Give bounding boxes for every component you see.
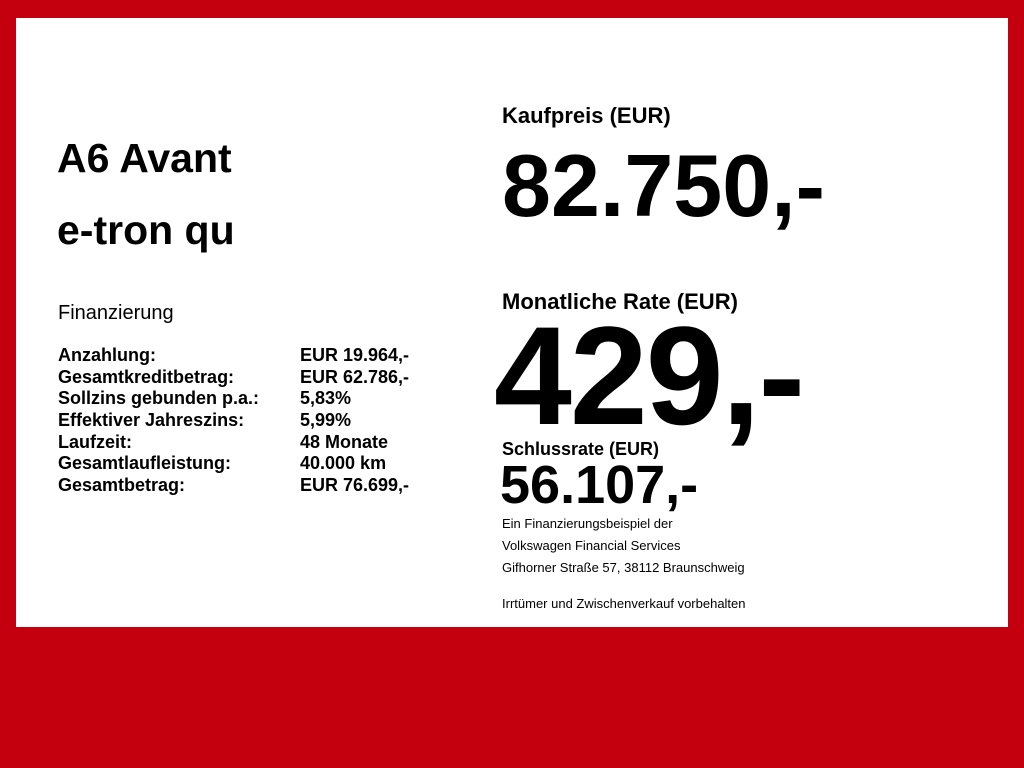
row-value: EUR 76.699,- — [300, 475, 410, 495]
table-row: Laufzeit: 48 Monate — [58, 432, 388, 452]
row-value: EUR 62.786,- — [300, 367, 410, 387]
footer-line3: Gifhorner Straße 57, 38112 Braunschweig — [502, 560, 745, 575]
table-row: Anzahlung: EUR 19.964,- — [58, 345, 409, 365]
row-label: Gesamtlaufleistung: — [58, 453, 232, 473]
purchase-price-value: 82.750,- — [502, 136, 825, 235]
row-value: 48 Monate — [300, 432, 389, 452]
financing-heading: Finanzierung — [58, 302, 174, 324]
footer-line1: Ein Finanzierungsbeispiel der — [502, 516, 673, 531]
disclaimer: Irrtümer und Zwischenverkauf vorbehalten — [502, 596, 746, 611]
row-value: EUR 19.964,- — [300, 345, 410, 365]
vehicle-title-line1: A6 Avant — [57, 135, 232, 181]
table-row: Gesamtlaufleistung: 40.000 km — [58, 453, 386, 473]
vehicle-title-line2: e-tron qu — [57, 207, 235, 253]
table-row: Gesamtkreditbetrag: EUR 62.786,- — [58, 367, 409, 387]
row-value: 5,99% — [300, 410, 352, 430]
final-rate-label: Schlussrate (EUR) — [502, 439, 660, 459]
final-rate-value: 56.107,- — [500, 455, 699, 515]
row-label: Sollzins gebunden p.a.: — [58, 388, 260, 408]
row-label: Gesamtbetrag: — [58, 475, 186, 495]
table-row: Effektiver Jahreszins: 5,99% — [58, 410, 351, 430]
purchase-price-label: Kaufpreis (EUR) — [502, 103, 671, 128]
row-value: 5,83% — [300, 388, 352, 408]
table-row: Gesamtbetrag: EUR 76.699,- — [58, 475, 409, 495]
info-panel — [16, 18, 1008, 627]
row-label: Gesamtkreditbetrag: — [58, 367, 235, 387]
row-label: Anzahlung: — [58, 345, 156, 365]
row-value: 40.000 km — [300, 453, 387, 473]
row-label: Effektiver Jahreszins: — [58, 410, 245, 430]
row-label: Laufzeit: — [58, 432, 132, 452]
monthly-rate-value: 429,- — [494, 297, 805, 454]
monthly-rate-label: Monatliche Rate (EUR) — [502, 289, 738, 314]
footer-line2: Volkswagen Financial Services — [502, 538, 681, 553]
table-row: Sollzins gebunden p.a.: 5,83% — [58, 388, 351, 408]
